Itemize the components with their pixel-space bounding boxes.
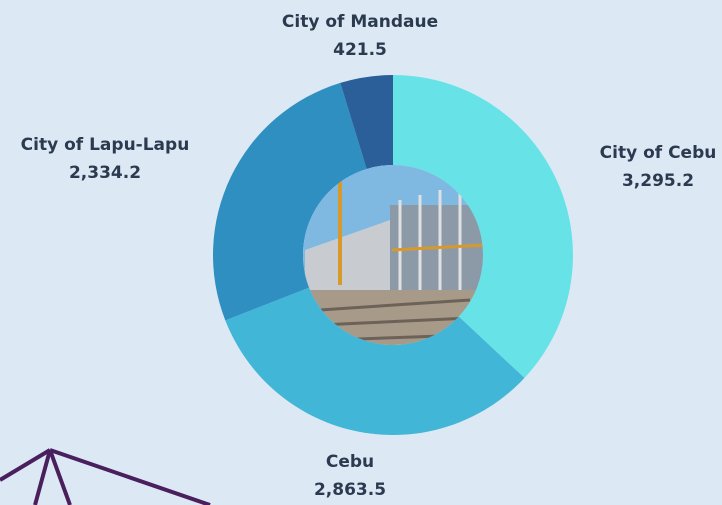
value-label: 421.5 — [333, 40, 387, 60]
slice — [340, 75, 393, 169]
slice-label: City of Lapu-Lapu — [21, 135, 190, 155]
slice — [393, 75, 574, 378]
slices — [213, 75, 574, 435]
slice-label: Cebu — [326, 452, 374, 472]
decoration — [0, 448, 211, 505]
slice-label: City of Cebu — [600, 143, 717, 163]
slice — [225, 287, 525, 435]
value-label: 2,863.5 — [314, 480, 386, 500]
value-label: 2,334.2 — [69, 163, 141, 183]
slice — [213, 82, 367, 321]
center-photo — [303, 165, 483, 345]
value-label: 3,295.2 — [622, 171, 694, 191]
slice-label: City of Mandaue — [282, 12, 438, 32]
